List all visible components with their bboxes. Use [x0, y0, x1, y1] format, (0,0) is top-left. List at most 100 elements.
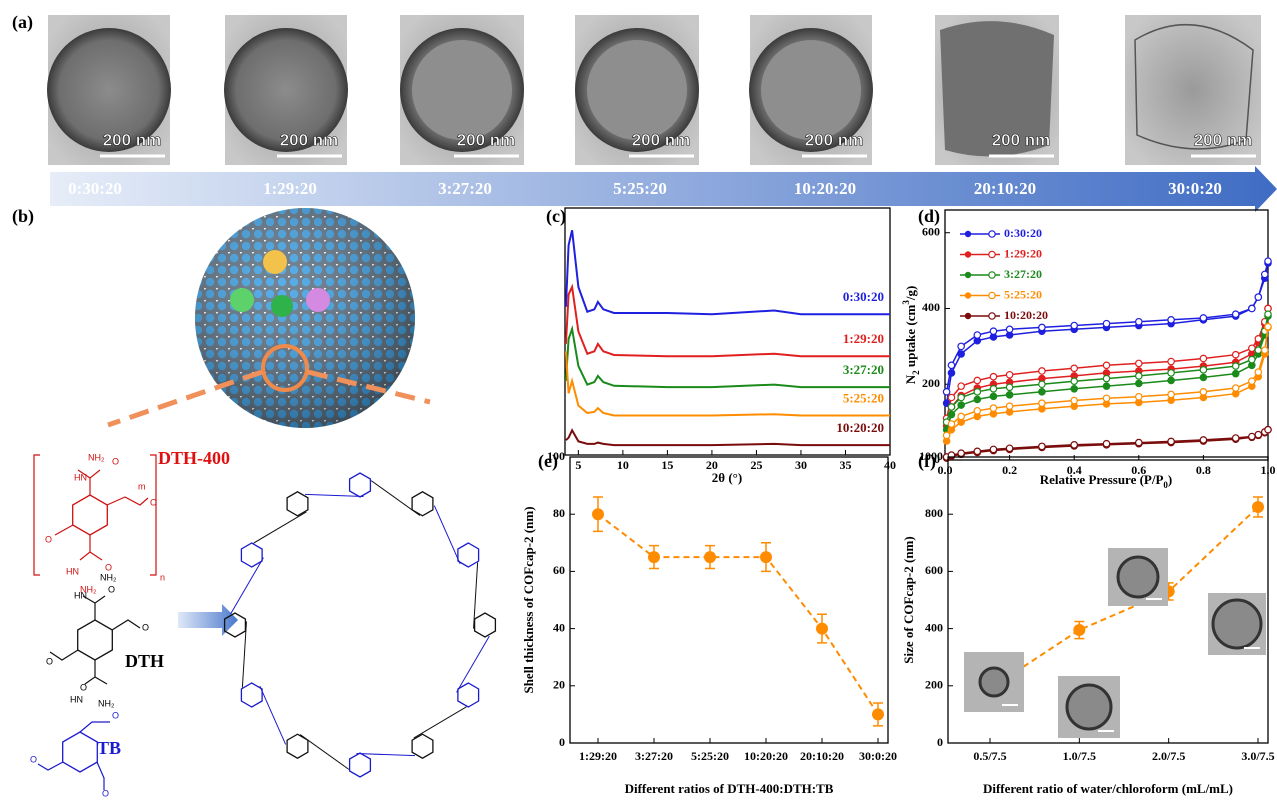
x-tick-label: 10:20:20: [744, 749, 788, 763]
adsorption-point: [990, 393, 996, 399]
x-axis-label: Different ratio of water/chloroform (mL/…: [983, 781, 1233, 796]
x-tick-label: 3.0/7.5: [1241, 749, 1274, 763]
legend-marker: [965, 251, 971, 257]
desorption-point: [1249, 378, 1255, 384]
axis-label-part: 2θ (°): [712, 470, 742, 485]
repeat-index: m: [138, 481, 146, 491]
desorption-point: [1265, 258, 1271, 264]
adsorption-point: [958, 402, 964, 408]
y-tick-label: 600: [925, 563, 943, 577]
axis-label-part: Shell thickness of COFcap-2 (nm): [521, 506, 536, 693]
desorption-point: [1103, 362, 1109, 368]
scale-bar-label: 200 nm: [280, 130, 339, 149]
desorption-point: [1006, 445, 1012, 451]
desorption-point: [974, 448, 980, 454]
desorption-point: [958, 450, 964, 456]
atom-label: NH₂: [98, 698, 115, 708]
desorption-point: [990, 405, 996, 411]
atom-label: HN: [66, 566, 79, 576]
desorption-point: [990, 328, 996, 334]
adsorption-point: [1168, 377, 1174, 383]
desorption-point: [1136, 439, 1142, 445]
tem-core: [587, 40, 687, 140]
aldehyde-ring: [63, 732, 98, 772]
x-tick-label: 30: [795, 458, 807, 472]
desorption-point: [1071, 365, 1077, 371]
panel-label: (c): [546, 206, 566, 227]
desorption-point: [1168, 317, 1174, 323]
framework-bond: [254, 512, 307, 543]
adsorption-point: [1006, 392, 1012, 398]
legend-label: 5:25:20: [1004, 287, 1042, 301]
linker-name: DTH: [125, 651, 164, 671]
y-tick-label: 100: [547, 449, 565, 463]
desorption-point: [990, 446, 996, 452]
inset-particle: [1118, 557, 1158, 597]
polymer-bracket: [34, 455, 156, 575]
desorption-point: [1103, 441, 1109, 447]
data-point: [648, 551, 660, 563]
y-tick-label: 0: [559, 735, 565, 749]
desorption-point: [1006, 384, 1012, 390]
desorption-point: [974, 389, 980, 395]
atom-label: O: [150, 497, 157, 507]
desorption-point: [1071, 378, 1077, 384]
desorption-point: [974, 377, 980, 383]
x-tick-label: 2.0/7.5: [1152, 749, 1185, 763]
x-tick-label: 5:25:20: [691, 749, 729, 763]
xrd-curve: [566, 287, 890, 356]
data-point: [704, 551, 716, 563]
legend-marker: [965, 292, 971, 298]
atom-label: O: [105, 562, 112, 572]
x-tick-label: 0.0: [938, 463, 953, 477]
x-axis-label: Different ratios of DTH-400:DTH:TB: [625, 781, 834, 796]
axis-label-part: Relative Pressure (P/P: [1040, 472, 1164, 487]
polymer-name: DTH-400: [158, 448, 230, 468]
desorption-point: [1233, 385, 1239, 391]
y-axis-label: N2 uptake (cm3/g): [901, 286, 921, 385]
adsorption-point: [1103, 383, 1109, 389]
desorption-point: [1136, 360, 1142, 366]
atom-label: O: [80, 682, 87, 692]
legend-marker: [965, 272, 971, 278]
desorption-point: [1006, 372, 1012, 378]
y-tick-label: 800: [925, 506, 943, 520]
atom-label: O: [46, 656, 53, 666]
x-tick-label: 40: [884, 458, 896, 472]
adsorption-point: [1200, 374, 1206, 380]
ratio-label: 20:10:20: [974, 179, 1036, 198]
atom-label: HN: [74, 472, 87, 482]
reaction-arrow: [178, 604, 238, 636]
legend-marker: [989, 251, 995, 257]
y-axis-label: Shell thickness of COFcap-2 (nm): [521, 506, 536, 693]
axis-label-part: Size of COFcap-2 (nm): [901, 536, 916, 663]
framework-ring: [287, 734, 308, 758]
atom-label: O: [112, 456, 119, 466]
series-label: 5:25:20: [843, 390, 884, 405]
desorption-point: [948, 404, 954, 410]
framework-ring: [458, 543, 479, 567]
scale-bar-label: 200 nm: [992, 130, 1051, 149]
atom-label: NH₂: [88, 452, 105, 462]
desorption-point: [1255, 336, 1261, 342]
scale-bar-label: 200 nm: [457, 130, 516, 149]
desorption-point: [1039, 381, 1045, 387]
atom-label: HN: [74, 590, 87, 600]
aldehyde-name: TB: [97, 738, 121, 758]
cargo: [263, 250, 287, 274]
desorption-point: [1071, 322, 1077, 328]
x-tick-label: 3:27:20: [635, 749, 673, 763]
desorption-point: [1249, 433, 1255, 439]
x-tick-label: 30:0:20: [859, 749, 897, 763]
y-tick-label: 400: [925, 620, 943, 634]
legend-marker: [989, 272, 995, 278]
desorption-point: [1103, 375, 1109, 381]
inset-particle: [980, 668, 1008, 696]
ratio-label: 3:27:20: [438, 179, 492, 198]
axis-label-part: Different ratios of DTH-400:DTH:TB: [625, 781, 834, 796]
desorption-point: [1136, 394, 1142, 400]
desorption-point: [1262, 347, 1268, 353]
y-tick-label: 200: [922, 376, 940, 390]
desorption-point: [1103, 395, 1109, 401]
legend-label: 10:20:20: [1004, 308, 1048, 322]
